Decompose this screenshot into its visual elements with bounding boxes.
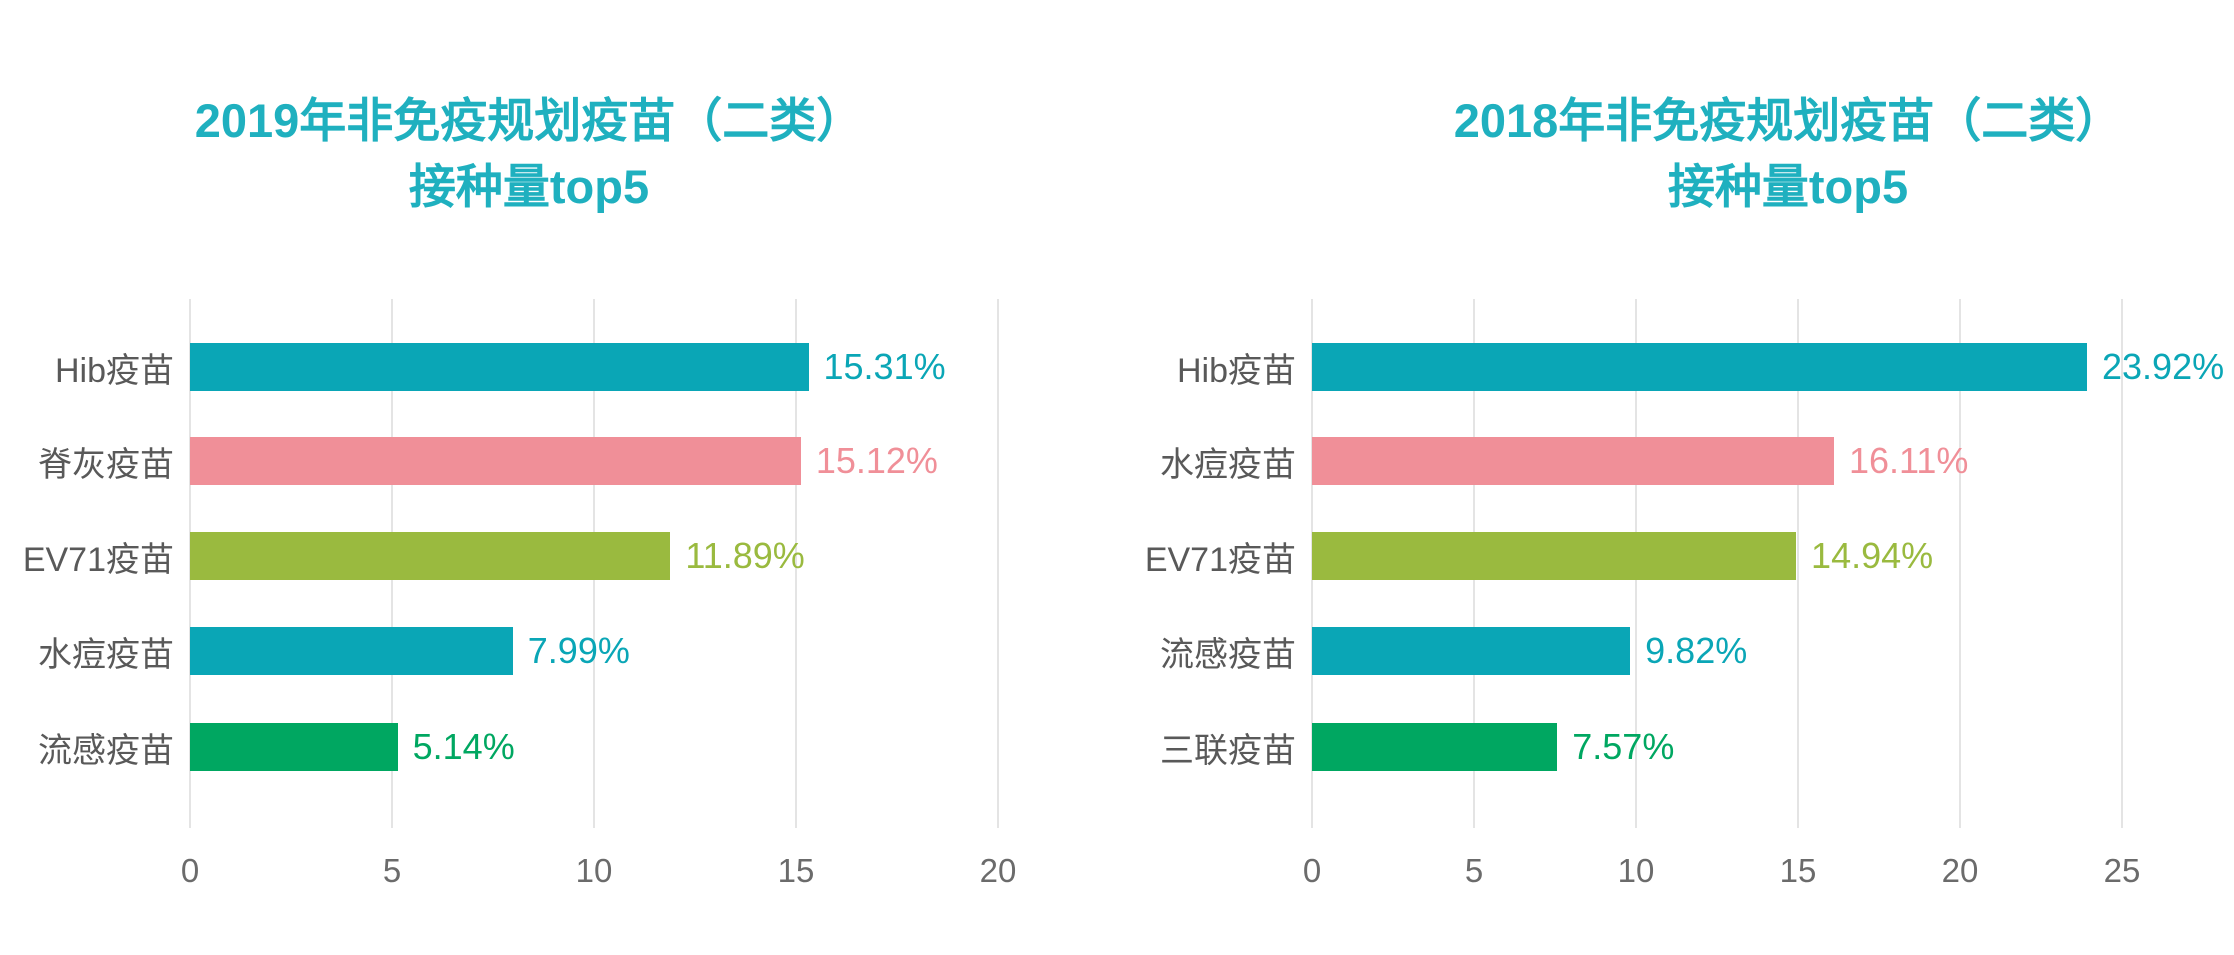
gridline — [795, 299, 797, 828]
bar — [190, 723, 398, 771]
value-label: 15.12% — [815, 440, 938, 481]
x-tick-label: 0 — [1302, 852, 1322, 889]
bar — [1312, 532, 1797, 580]
category-label: Hib疫苗 — [54, 351, 174, 390]
category-label: Hib疫苗 — [1176, 351, 1296, 390]
chart-title-line2: 接种量top5 — [408, 160, 650, 213]
x-tick-label: 5 — [1464, 852, 1484, 889]
category-label: 流感疫苗 — [38, 731, 174, 770]
bar — [190, 343, 809, 391]
x-tick-label: 0 — [180, 852, 200, 889]
value-label: 11.89% — [685, 535, 805, 576]
x-tick-label: 15 — [777, 852, 815, 889]
x-tick-label: 20 — [1941, 852, 1979, 889]
bar — [1312, 627, 1631, 675]
bar — [1312, 343, 2087, 391]
x-tick-label: 10 — [575, 852, 613, 889]
chart-title: 2018年非免疫规划疫苗（二类） 接种量top5 — [1454, 88, 2123, 220]
category-label: EV71疫苗 — [22, 540, 174, 579]
value-label: 9.82% — [1645, 630, 1748, 671]
bar — [190, 437, 801, 485]
chart-title-line2: 接种量top5 — [1667, 160, 1909, 213]
gridline — [1797, 299, 1799, 828]
value-label: 5.14% — [412, 726, 515, 767]
x-tick-label: 15 — [1779, 852, 1817, 889]
category-label: EV71疫苗 — [1144, 540, 1296, 579]
bar — [1312, 437, 1834, 485]
chart-2019-top5: 2019年非免疫规划疫苗（二类） 接种量top5 0 5 10 15 20 Hib疫苗 15… — [23, 88, 1017, 889]
category-label: 三联疫苗 — [1160, 731, 1296, 770]
chart-title-line1: 2019年非免疫规划疫苗（二类） — [194, 94, 864, 147]
gridline — [2121, 299, 2123, 828]
plot-area: 0 5 10 15 20 25 Hib疫苗 23.92% 水痘疫苗 16.11% EV71疫苗 14.… — [1145, 299, 2224, 889]
category-label: 水痘疫苗 — [38, 635, 174, 674]
x-tick-label: 10 — [1617, 852, 1655, 889]
value-label: 15.31% — [823, 346, 946, 387]
gridline — [1959, 299, 1961, 828]
category-label: 流感疫苗 — [1160, 635, 1296, 674]
bar — [1312, 723, 1558, 771]
x-tick-label: 25 — [2103, 852, 2141, 889]
value-label: 14.94% — [1811, 535, 1934, 576]
chart-2018-top5: 2018年非免疫规划疫苗（二类） 接种量top5 0 5 10 15 20 25 Hib疫苗… — [1117, 0, 2234, 955]
plot-area: 0 5 10 15 20 Hib疫苗 15.31% 脊灰疫苗 15.12% EV71疫苗 11.89… — [23, 299, 1016, 889]
bar — [190, 627, 513, 675]
x-tick-label: 5 — [382, 852, 402, 889]
value-label: 7.57% — [1572, 726, 1675, 767]
value-label: 23.92% — [2102, 346, 2225, 387]
chart-title-line1: 2018年非免疫规划疫苗（二类） — [1453, 94, 2123, 147]
value-label: 7.99% — [527, 630, 630, 671]
category-label: 水痘疫苗 — [1160, 445, 1296, 484]
value-label: 16.11% — [1848, 440, 1969, 481]
chart-title: 2019年非免疫规划疫苗（二类） 接种量top5 — [195, 88, 864, 220]
gridline — [997, 299, 999, 828]
category-label: 脊灰疫苗 — [38, 445, 174, 484]
bar — [190, 532, 671, 580]
x-tick-label: 20 — [979, 852, 1017, 889]
